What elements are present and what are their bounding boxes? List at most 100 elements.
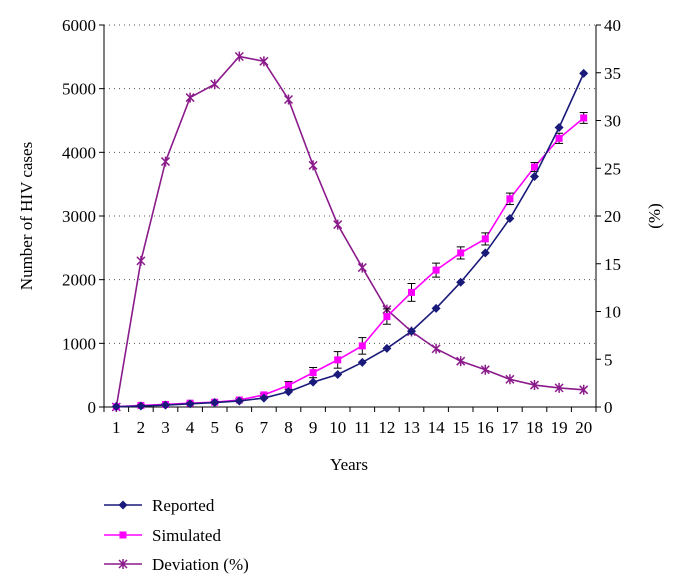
left-tick-label: 3000 — [62, 207, 96, 226]
data-point — [136, 255, 146, 266]
data-point — [358, 342, 366, 350]
data-point — [308, 160, 318, 171]
data-point — [382, 343, 392, 353]
series-layer — [111, 51, 589, 412]
legend-label: Simulated — [152, 526, 221, 545]
data-point — [383, 313, 391, 321]
data-point — [529, 380, 540, 391]
x-tick-label: 4 — [186, 418, 195, 437]
data-point — [285, 381, 292, 389]
x-tick-label: 7 — [260, 418, 269, 437]
y2-axis-label: (%) — [645, 203, 664, 228]
data-point — [554, 123, 564, 133]
data-point — [408, 288, 415, 296]
data-point — [530, 172, 539, 182]
series-reported — [111, 68, 589, 412]
right-tick-label: 15 — [604, 255, 621, 274]
data-point — [357, 262, 367, 273]
legend-label: Deviation (%) — [152, 555, 249, 574]
x-tick-label: 13 — [403, 418, 420, 437]
data-point — [334, 356, 342, 364]
data-point — [554, 382, 564, 393]
right-axis-ticks: 0 5 10 15 20 25 30 35 40 — [596, 16, 621, 417]
data-point — [185, 399, 195, 409]
data-point — [185, 92, 195, 103]
left-tick-label: 2000 — [62, 271, 96, 290]
series-line — [116, 117, 585, 408]
data-point — [481, 235, 489, 243]
data-point — [283, 94, 294, 105]
data-point — [580, 114, 588, 122]
right-tick-label: 25 — [604, 159, 621, 178]
right-tick-label: 10 — [604, 303, 621, 322]
data-point — [111, 402, 121, 412]
data-point — [259, 393, 269, 403]
x-tick-label: 19 — [551, 418, 568, 437]
series-line — [116, 73, 585, 408]
data-point — [431, 343, 441, 354]
x-tick-label: 20 — [575, 418, 592, 437]
legend: Reported Simulated Deviation (%) — [104, 496, 249, 574]
left-tick-label: 5000 — [62, 80, 96, 99]
data-point — [234, 51, 244, 62]
data-point — [531, 163, 538, 171]
data-point — [555, 134, 563, 142]
data-point — [456, 277, 466, 287]
right-tick-label: 30 — [604, 112, 621, 131]
data-point — [161, 400, 170, 410]
data-point — [309, 369, 317, 377]
x-axis-label: Years — [330, 455, 368, 474]
data-point — [579, 68, 589, 78]
series-simulated — [112, 112, 588, 411]
right-tick-label: 35 — [604, 64, 621, 83]
x-tick-label: 6 — [235, 418, 244, 437]
series-line — [115, 55, 584, 408]
right-tick-label: 40 — [604, 16, 621, 35]
x-tick-label: 12 — [378, 418, 395, 437]
x-tick-label: 17 — [501, 418, 519, 437]
data-point — [333, 370, 343, 380]
data-point — [136, 401, 146, 411]
data-point — [480, 248, 490, 258]
right-tick-label: 20 — [604, 207, 621, 226]
x-tick-label: 9 — [309, 418, 318, 437]
data-point — [505, 374, 515, 385]
data-point — [579, 384, 589, 395]
x-tick-label: 15 — [452, 418, 469, 437]
data-point — [308, 377, 318, 387]
left-tick-label: 6000 — [62, 16, 96, 35]
data-point — [284, 387, 293, 397]
data-point — [480, 364, 490, 375]
data-point — [210, 79, 220, 90]
x-tick-label: 2 — [137, 418, 146, 437]
legend-item: Deviation (%) — [104, 555, 249, 574]
data-point — [432, 266, 440, 274]
x-tick-label: 8 — [284, 418, 293, 437]
data-point — [407, 326, 416, 336]
gridlines — [104, 24, 596, 344]
data-point — [160, 156, 171, 167]
left-axis-ticks: 0 1000 2000 3000 4000 5000 6000 — [62, 16, 104, 417]
legend-marker — [119, 531, 127, 539]
legend-item: Simulated — [104, 526, 221, 545]
left-tick-label: 0 — [88, 398, 97, 417]
legend-label: Reported — [152, 496, 215, 515]
x-tick-label: 5 — [210, 418, 219, 437]
data-point — [457, 249, 465, 257]
right-tick-label: 5 — [604, 350, 613, 369]
legend-marker — [118, 559, 128, 569]
legend-marker — [118, 500, 128, 510]
data-point — [456, 356, 466, 367]
left-tick-label: 4000 — [62, 143, 96, 162]
x-tick-label: 11 — [354, 418, 370, 437]
right-tick-label: 0 — [604, 398, 613, 417]
data-point — [333, 219, 343, 230]
data-point — [431, 303, 441, 313]
data-point — [210, 398, 220, 408]
y-axis-label: Number of HIV cases — [17, 142, 36, 290]
data-point — [259, 56, 269, 67]
series-deviation — [111, 51, 589, 412]
data-point — [357, 357, 367, 367]
x-axis-ticks: 1 2 3 4 5 6 7 8 9 10 11 12 13 14 15 16 17 18 19 20 — [103, 407, 597, 437]
